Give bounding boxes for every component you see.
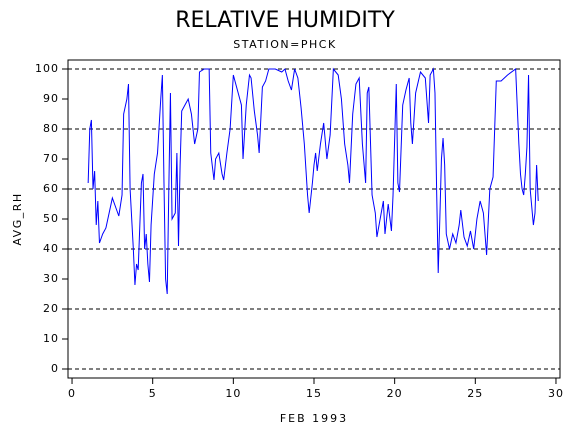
y-tick-label: 40: [43, 242, 59, 255]
chart-title: RELATIVE HUMIDITY: [175, 8, 395, 33]
x-tick-label: 15: [306, 387, 322, 400]
x-tick-label: 30: [548, 387, 564, 400]
y-axis-label: AVG_RH: [11, 192, 24, 245]
y-tick-label: 50: [43, 212, 59, 225]
y-tick-label: 100: [35, 62, 59, 75]
y-tick-label: 20: [43, 302, 59, 315]
y-tick-label: 60: [43, 182, 59, 195]
y-tick-label: 10: [43, 332, 59, 345]
x-tick-label: 5: [149, 387, 157, 400]
y-tick-label: 70: [43, 152, 59, 165]
x-axis-label: FEB 1993: [280, 412, 348, 425]
plot-frame: [67, 59, 561, 379]
data-line: [87, 67, 539, 295]
x-tick-label: 25: [467, 387, 483, 400]
x-tick-label: 20: [387, 387, 403, 400]
x-tick-label: 0: [68, 387, 76, 400]
y-tick-label: 80: [43, 122, 59, 135]
y-tick-label: 90: [43, 92, 59, 105]
y-tick-label: 30: [43, 272, 59, 285]
chart-subtitle: STATION=PHCK: [233, 38, 336, 51]
x-tick-label: 10: [225, 387, 241, 400]
y-tick-label: 0: [51, 362, 59, 375]
